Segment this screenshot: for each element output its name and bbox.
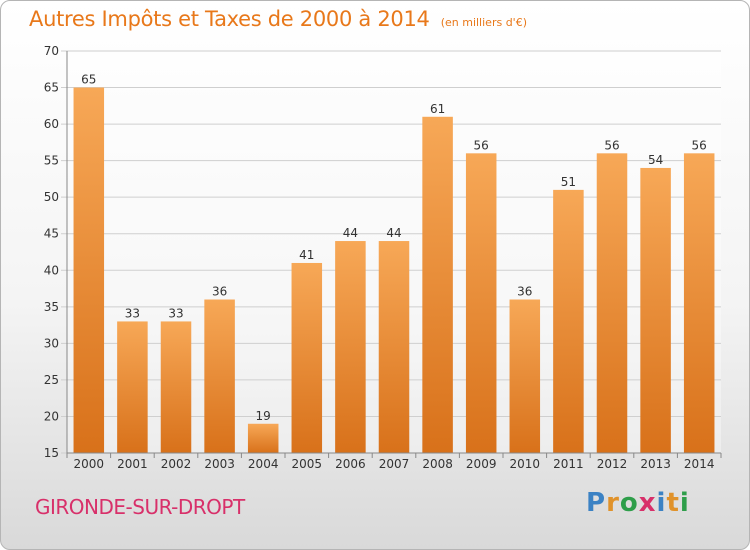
bar [160,321,192,453]
logo-letter: t [666,488,680,518]
y-tick-label: 50 [44,190,59,204]
bar [683,153,715,453]
data-label: 65 [81,73,96,87]
bar [553,189,584,453]
y-tick-label: 35 [44,300,59,314]
bar [422,116,453,454]
y-tick-label: 60 [44,117,59,131]
logo-letter: i [679,488,690,518]
data-label: 51 [561,175,576,189]
proxiti-logo: Proxiti [586,488,690,518]
data-label: 44 [386,226,401,240]
bar [335,241,366,453]
data-label: 54 [648,153,663,167]
town-name: GIRONDE-SUR-DROPT [35,495,245,519]
logo-letter: P [586,488,607,518]
y-tick-label: 25 [44,373,59,387]
chart-subtitle: (en milliers d'€) [440,16,527,29]
x-tick-label: 2005 [292,457,323,471]
y-tick-label: 65 [44,81,59,95]
y-tick-label: 30 [44,336,59,350]
y-tick-label: 55 [44,154,59,168]
x-tick-label: 2001 [117,457,148,471]
data-label: 56 [474,138,489,152]
bar [465,153,497,453]
chart-title: Autres Impôts et Taxes de 2000 à 2014 [29,7,430,31]
x-tick-label: 2003 [204,457,235,471]
logo-letter: i [656,488,667,518]
data-label: 19 [256,409,271,423]
data-label: 36 [212,285,227,299]
y-tick-label: 70 [44,44,59,58]
x-tick-label: 2008 [422,457,453,471]
x-tick-label: 2002 [161,457,192,471]
data-label: 61 [430,102,445,116]
y-tick-label: 40 [44,263,59,277]
y-tick-label: 15 [44,446,59,460]
logo-letter: r [606,488,620,518]
bar [509,299,541,453]
x-tick-label: 2012 [597,457,628,471]
x-tick-label: 2010 [510,457,541,471]
x-tick-label: 2000 [74,457,105,471]
data-label: 33 [168,306,183,320]
bar [291,262,323,453]
x-tick-label: 2013 [640,457,671,471]
data-label: 33 [125,306,140,320]
x-tick-label: 2006 [335,457,366,471]
x-tick-label: 2007 [379,457,410,471]
bar [247,423,279,453]
bar [596,153,628,453]
x-tick-label: 2004 [248,457,279,471]
y-tick-label: 45 [44,227,59,241]
data-label: 44 [343,226,358,240]
logo-letter: o [619,488,639,518]
chart-title-block: Autres Impôts et Taxes de 2000 à 2014 (e… [29,7,527,31]
bar [204,299,235,453]
data-label: 36 [517,285,532,299]
bar [378,241,410,453]
y-tick-label: 20 [44,409,59,423]
bar [640,167,671,454]
x-tick-label: 2014 [684,457,715,471]
bar [117,321,148,453]
logo-letter: x [638,488,657,518]
data-label: 41 [299,248,314,262]
x-tick-label: 2009 [466,457,497,471]
data-label: 56 [604,138,619,152]
x-tick-label: 2011 [553,457,584,471]
data-label: 56 [692,138,707,152]
bar [73,87,105,453]
